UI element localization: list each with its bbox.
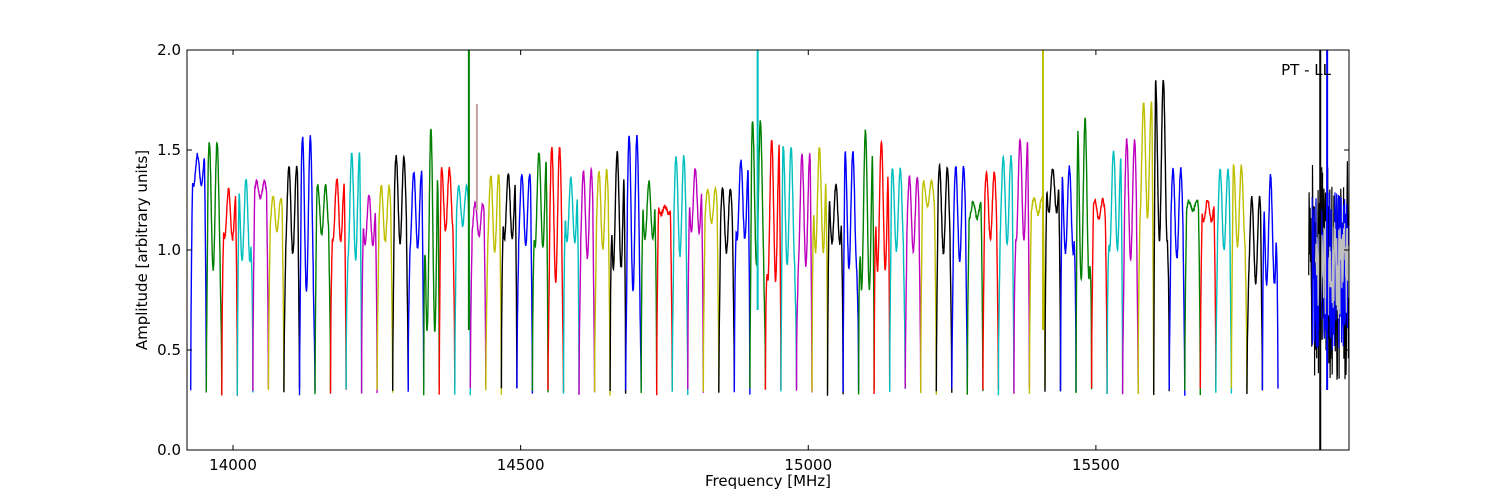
- series-line-19: [485, 173, 503, 395]
- y-axis-label: Amplitude [arbitrary units]: [133, 150, 151, 350]
- series-line-22: [531, 152, 549, 393]
- y-tick-label: 0.5: [157, 341, 181, 359]
- series-line-14: [407, 170, 425, 392]
- series-line-47: [920, 179, 937, 395]
- series-line-49: [951, 166, 968, 391]
- series-line-60: [1121, 138, 1139, 395]
- series-line-45: [889, 167, 906, 393]
- series-line-7: [298, 135, 316, 396]
- series-line-63: [1168, 166, 1186, 396]
- series-line-56: [1059, 165, 1077, 392]
- series-line-40: [811, 147, 829, 392]
- series-line-62: [1152, 79, 1170, 395]
- series-line-46: [904, 175, 922, 392]
- series-line-4: [252, 178, 270, 391]
- series-line-8: [314, 184, 332, 395]
- series-line-1: [205, 141, 223, 395]
- y-tick-label: 1.5: [157, 141, 181, 159]
- series-line-44: [873, 139, 891, 395]
- series-line-64: [1184, 199, 1202, 396]
- series-line-29: [640, 180, 658, 395]
- series-line-35: [733, 159, 751, 395]
- series-line-55: [1044, 168, 1062, 392]
- series-line-33: [702, 185, 720, 393]
- series-line-24: [562, 176, 580, 394]
- x-axis-ticks: 14000 14500 15000 15500: [209, 50, 1120, 474]
- series-line-39: [795, 153, 813, 393]
- series-line-37: [764, 139, 782, 390]
- series-line-0: [190, 152, 207, 391]
- y-tick-label: 2.0: [157, 41, 181, 59]
- series-line-5: [267, 195, 285, 391]
- x-axis-label: Frequency [MHz]: [705, 472, 831, 490]
- series-line-59: [1106, 150, 1124, 395]
- series-line-23: [547, 146, 565, 392]
- series-line-58: [1090, 197, 1108, 394]
- series-line-3: [236, 178, 254, 396]
- x-tick-label: 14500: [497, 456, 545, 474]
- series-line-42: [842, 151, 860, 393]
- series-layer: [190, 79, 1349, 396]
- series-line-27: [609, 151, 627, 394]
- x-tick-label: 14000: [209, 456, 257, 474]
- series-line-6: [283, 165, 301, 393]
- series-line-65: [1199, 199, 1217, 391]
- series-line-50: [966, 200, 984, 395]
- y-tick-label: 1.0: [157, 241, 181, 259]
- series-line-18: [469, 200, 487, 390]
- series-line-30: [656, 204, 673, 396]
- series-line-61: [1137, 100, 1155, 396]
- series-line-43: [857, 129, 875, 395]
- series-line-51: [982, 169, 1000, 391]
- series-line-11: [360, 194, 378, 394]
- chart-annotation: PT - LL: [1281, 61, 1332, 79]
- x-tick-label: 15000: [784, 456, 832, 474]
- series-line-34: [718, 187, 735, 393]
- series-line-9: [329, 178, 347, 394]
- series-line-69: [1261, 174, 1279, 391]
- series-line-28: [624, 134, 642, 392]
- series-line-67: [1230, 163, 1248, 391]
- series-line-2: [221, 187, 238, 396]
- series-line-38: [780, 146, 798, 392]
- series-line-12: [376, 184, 394, 393]
- series-line-26: [593, 168, 611, 396]
- series-line-57: [1075, 117, 1093, 394]
- x-tick-label: 15500: [1072, 456, 1120, 474]
- spike-layer: [467, 50, 1329, 450]
- y-tick-label: 0.0: [157, 441, 181, 459]
- series-line-17: [454, 182, 471, 396]
- series-line-66: [1215, 168, 1233, 394]
- series-line-25: [578, 166, 596, 395]
- series-line-20: [500, 173, 518, 389]
- series-line-10: [345, 152, 363, 394]
- series-line-68: [1246, 195, 1264, 395]
- series-line-15: [423, 128, 440, 396]
- series-line-21: [516, 173, 534, 394]
- series-line-41: [826, 183, 844, 396]
- series-line-32: [687, 168, 704, 393]
- series-line-31: [671, 155, 689, 396]
- series-line-52: [997, 154, 1015, 396]
- series-line-13: [392, 154, 409, 391]
- series-line-53: [1013, 137, 1031, 394]
- series-line-48: [935, 162, 953, 393]
- series-line-16: [438, 167, 456, 395]
- y-axis-ticks: 0.0 0.5 1.0 1.5 2.0: [157, 41, 1349, 459]
